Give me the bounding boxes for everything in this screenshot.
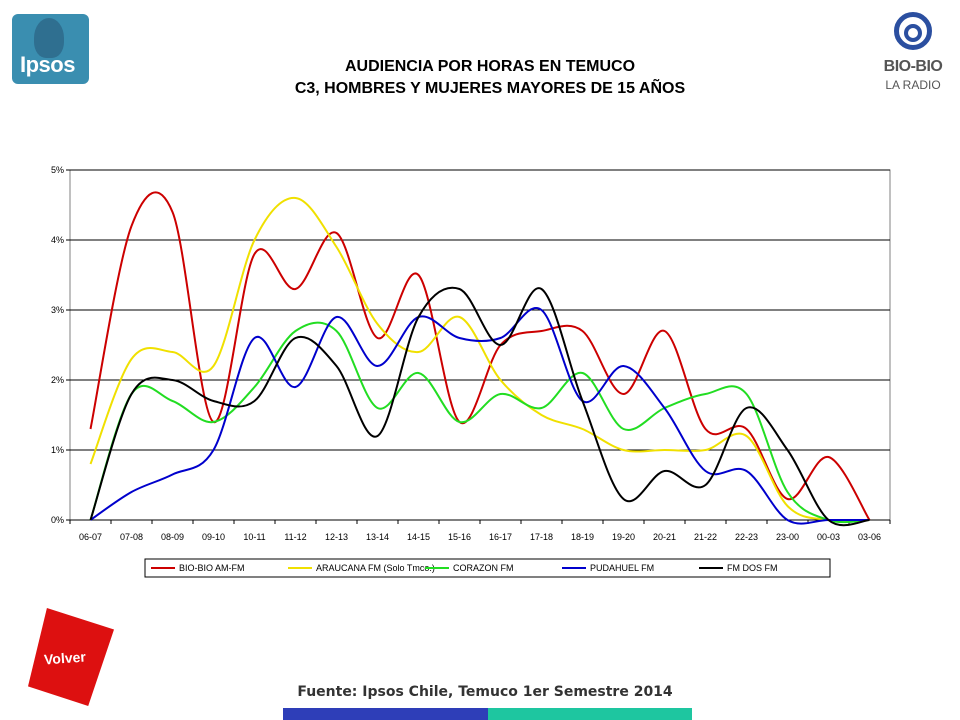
legend-label: BIO-BIO AM-FM <box>179 563 245 573</box>
biobio-circle-icon <box>894 12 932 50</box>
biobio-logo-subtext: LA RADIO <box>885 78 941 92</box>
x-tick-label: 21-22 <box>694 532 717 542</box>
y-tick-label: 3% <box>51 305 64 315</box>
source-note: Fuente: Ipsos Chile, Temuco 1er Semestre… <box>297 684 673 700</box>
x-tick-label: 18-19 <box>571 532 594 542</box>
biobio-inner-circle-icon <box>904 24 922 42</box>
footer-bar-teal <box>488 708 692 720</box>
volver-button[interactable]: Volver <box>28 608 114 706</box>
legend-label: ARAUCANA FM (Solo Tmco.) <box>316 563 435 573</box>
series-line-3 <box>89 307 870 525</box>
y-tick-label: 0% <box>51 515 64 525</box>
volver-label: Volver <box>43 648 87 668</box>
ipsos-logo-text: Ipsos <box>20 52 75 77</box>
x-tick-label: 11-12 <box>284 532 306 542</box>
y-tick-label: 2% <box>51 375 64 385</box>
chart-title: AUDIENCIA POR HORAS EN TEMUCO C3, HOMBRE… <box>150 56 830 100</box>
x-tick-label: 13-14 <box>366 532 389 542</box>
title-line-1: AUDIENCIA POR HORAS EN TEMUCO <box>344 58 636 75</box>
legend-label: CORAZON FM <box>453 563 514 573</box>
legend-box <box>144 558 831 578</box>
series-line-2 <box>89 321 870 524</box>
x-tick-label: 06-07 <box>79 532 102 542</box>
series-line-1 <box>89 196 870 523</box>
legend-label: PUDAHUEL FM <box>590 563 654 573</box>
x-tick-label: 16-17 <box>489 532 512 542</box>
x-tick-label: 14-15 <box>407 532 430 542</box>
line-chart: 0% 1% 2% 3% 4% 5% 06-07 07-08 08-09 09-10 10-11 11-… <box>51 165 891 578</box>
x-tick-label: 17-18 <box>530 532 553 542</box>
x-tick-label: 09-10 <box>202 532 225 542</box>
x-tick-label: 07-08 <box>120 532 143 542</box>
x-tick-label: 20-21 <box>653 532 676 542</box>
x-tick-label: 10-11 <box>243 532 265 542</box>
title-line-2: C3, HOMBRES Y MUJERES MAYORES DE 15 AÑOS <box>294 80 686 97</box>
x-tick-label: 00-03 <box>817 532 840 542</box>
series-line-0 <box>89 191 871 521</box>
x-tick-label: 19-20 <box>612 532 635 542</box>
x-tick-label: 03-06 <box>858 532 881 542</box>
y-tick-label: 1% <box>51 445 64 455</box>
ipsos-logo: Ipsos <box>12 14 89 84</box>
legend-label: FM DOS FM <box>727 563 778 573</box>
x-tick-label: 22-23 <box>735 532 758 542</box>
y-tick-label: 5% <box>51 165 64 175</box>
x-tick-label: 15-16 <box>448 532 471 542</box>
y-tick-label: 4% <box>51 235 64 245</box>
x-tick-label: 08-09 <box>161 532 184 542</box>
biobio-logo-text: BIO-BIO <box>883 58 943 75</box>
footer-bar-blue <box>283 708 488 720</box>
series-line-4 <box>89 286 870 527</box>
x-tick-label: 12-13 <box>325 532 348 542</box>
x-tick-label: 23-00 <box>776 532 799 542</box>
ipsos-head-icon <box>34 18 64 58</box>
biobio-logo: BIO-BIO LA RADIO <box>880 12 946 108</box>
